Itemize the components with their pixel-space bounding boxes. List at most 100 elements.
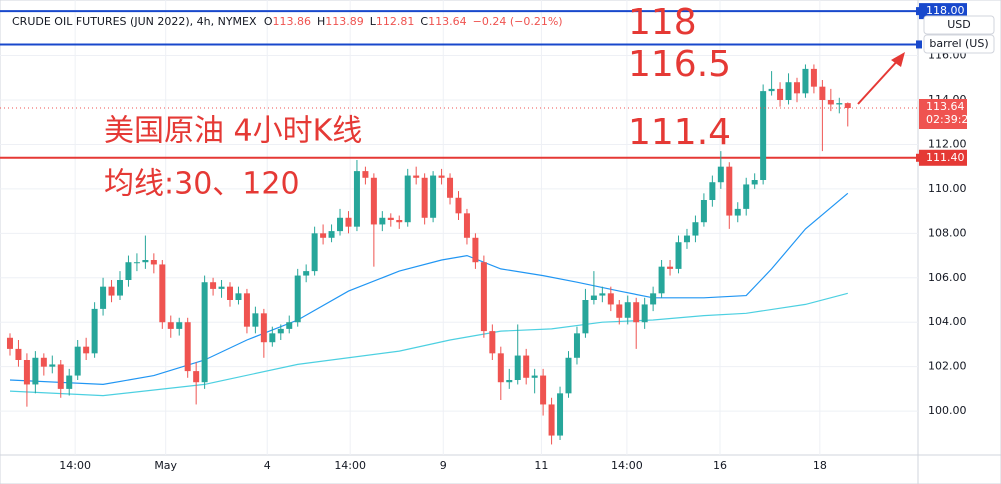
candle-body: [40, 357, 47, 367]
y-tick-label: 104.00: [928, 315, 967, 328]
candle-body: [311, 233, 318, 272]
unit: barrel (US): [929, 37, 988, 50]
price-label: 118.00: [926, 4, 965, 17]
candle-body: [176, 322, 183, 329]
price-label-box: [919, 3, 967, 20]
candle-body: [683, 235, 690, 243]
candle-body: [133, 262, 140, 264]
candle-body: [337, 217, 344, 232]
candle-body: [6, 337, 13, 349]
candle-body: [252, 313, 259, 327]
candle-body: [700, 200, 707, 223]
candle-body: [277, 328, 284, 334]
candle-body: [624, 302, 631, 318]
candle-body: [235, 293, 242, 300]
price-label-box: [919, 149, 967, 166]
candle-body: [836, 103, 843, 105]
arrow-head: [891, 52, 905, 67]
candle-body: [751, 180, 758, 185]
candle-body: [768, 88, 775, 92]
candle-body: [83, 346, 90, 354]
labels: 100.00 102.00 104.00 106.00 108.00 110.00 112.…: [12, 2, 995, 472]
moving-average: [9, 292, 848, 397]
level-annotation: 116.5: [628, 44, 731, 85]
candle-body: [201, 282, 208, 383]
y-tick-label: 108.00: [928, 226, 967, 239]
candle-body: [260, 313, 267, 343]
y-tick-label: 100.00: [928, 404, 967, 417]
candle-body: [523, 355, 530, 378]
candle-body: [497, 353, 504, 383]
candle-body: [573, 333, 580, 358]
candle-body: [675, 242, 682, 269]
candle-body: [320, 233, 327, 238]
change: −0.24 (−0.21%): [473, 15, 563, 28]
candle-body: [370, 177, 377, 225]
candle-body: [66, 375, 73, 389]
candle-body: [548, 404, 555, 436]
candle-body: [438, 175, 445, 178]
x-tick-label: 9: [440, 459, 447, 472]
candle-body: [692, 222, 699, 236]
candle-body: [709, 182, 716, 200]
candle-body: [167, 322, 174, 329]
candle-body: [362, 171, 369, 178]
candle-body: [32, 357, 39, 385]
candle-body: [142, 260, 149, 263]
y-tick-label: 112.00: [928, 137, 967, 150]
y-tick-label: 110.00: [928, 182, 967, 195]
ohlc-prefix: O: [264, 15, 273, 28]
y-tick-label: 102.00: [928, 360, 967, 373]
last-price-box: [919, 99, 967, 129]
annotation: 均线:30、120: [104, 167, 300, 202]
candle-body: [243, 293, 250, 327]
countdown: 02:39:24: [926, 113, 975, 126]
x-tick-label: 11: [534, 459, 548, 472]
candle-body: [379, 217, 386, 225]
candle-body: [785, 82, 792, 100]
candle-body: [184, 322, 191, 372]
x-tick-label: May: [154, 459, 177, 472]
last-price-label: 113.64: [926, 100, 965, 113]
candle-body: [345, 217, 352, 227]
candle-body: [514, 355, 521, 380]
marks: [0, 7, 922, 445]
legend: CRUDE OIL FUTURES (JUN 2022), 4h, NYMEX O…: [12, 15, 563, 28]
candle-body: [616, 304, 623, 318]
candle-body: [667, 266, 674, 269]
candle-body: [472, 237, 479, 263]
candle-body: [641, 304, 648, 323]
candle-body: [23, 360, 30, 385]
ohlc-value: 113.89: [325, 15, 364, 28]
ohlc-prefix: H: [317, 15, 325, 28]
candle-body: [743, 184, 750, 209]
candle-body: [218, 286, 225, 289]
candle-body: [760, 91, 767, 180]
candle-body: [489, 331, 496, 354]
candle-body: [396, 220, 403, 223]
candle-body: [827, 100, 834, 105]
unit-box: [923, 34, 995, 54]
x-tick-label: 14:00: [611, 459, 643, 472]
candle-body: [819, 86, 826, 100]
symbol: CRUDE OIL FUTURES (JUN 2022), 4h, NYMEX: [12, 15, 257, 28]
candle-body: [15, 348, 22, 360]
candle-body: [108, 286, 115, 296]
candle-body: [421, 177, 428, 218]
candle-body: [802, 68, 809, 94]
ohlc-prefix: C: [420, 15, 428, 28]
candle-body: [100, 286, 107, 309]
x-tick-label: 4: [264, 459, 271, 472]
ohlc-value: 113.86: [273, 15, 312, 28]
candle-body: [658, 266, 665, 294]
candle-body: [531, 375, 538, 378]
candle-body: [565, 357, 572, 394]
candle-body: [734, 208, 741, 216]
candle-body: [717, 166, 724, 183]
candle-body: [227, 286, 234, 300]
candle-body: [607, 293, 614, 305]
ohlc-prefix: L: [370, 15, 377, 28]
candle-body: [269, 333, 276, 343]
candle-body: [387, 217, 394, 220]
